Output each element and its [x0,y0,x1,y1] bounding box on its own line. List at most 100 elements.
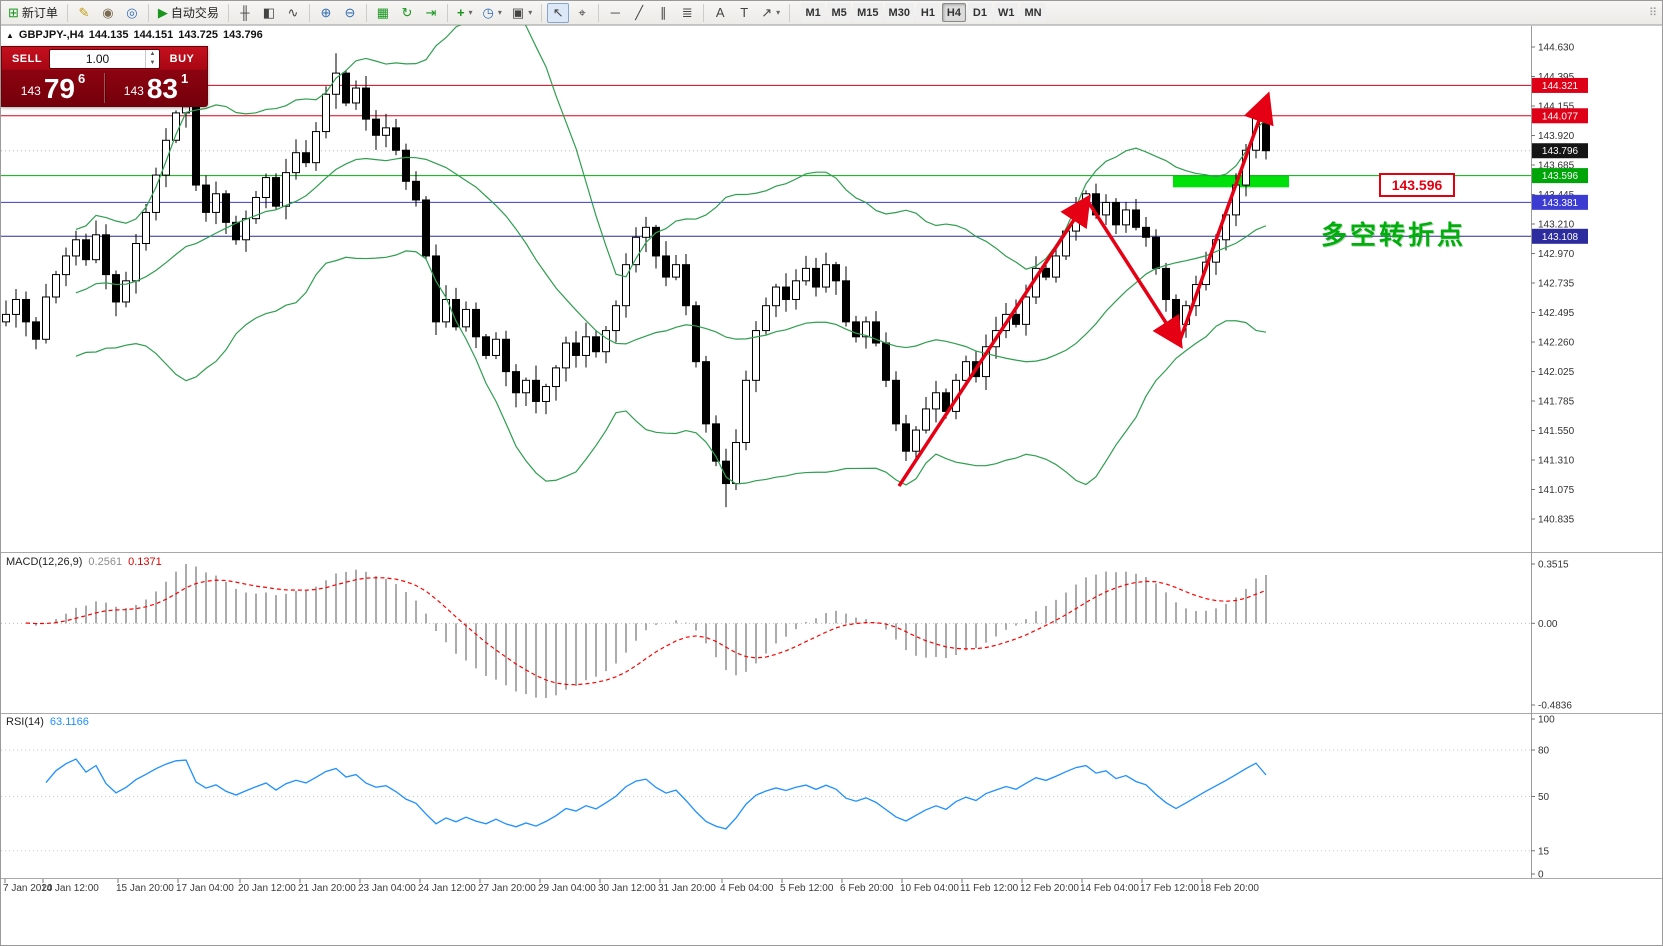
sell-button[interactable]: SELL [11,52,43,65]
bid-price[interactable]: 143 79 6 [2,70,104,106]
channel-button[interactable]: ∥ [652,3,674,23]
volume-value: 1.00 [85,51,110,66]
templates-button[interactable]: ▣ ▾ [508,3,536,23]
svg-text:21 Jan 20:00: 21 Jan 20:00 [298,883,356,894]
zoom-in-button[interactable]: ⊕ [315,3,337,23]
chevron-down-icon: ▾ [528,8,533,17]
svg-text:7 Jan 2020: 7 Jan 2020 [3,883,53,894]
svg-text:23 Jan 04:00: 23 Jan 04:00 [358,883,416,894]
svg-text:141.075: 141.075 [1538,485,1575,496]
fibonacci-button[interactable]: ≣ [676,3,698,23]
bid-prefix: 143 [20,84,41,98]
cursor-button[interactable]: ↖ [547,2,570,23]
zoom-out-button[interactable]: ⊖ [339,3,361,23]
ask-price[interactable]: 143 83 1 [105,70,207,106]
zigzag-arrow-leg[interactable] [897,194,1091,488]
template-icon: ▣ [511,5,525,20]
price-tag [1532,108,1588,124]
channel-icon: ∥ [659,5,667,20]
trendline-button[interactable]: ╱ [628,3,650,23]
auto-scroll-button[interactable]: ↻ [396,3,418,23]
bar-chart-button[interactable]: ╫ [234,3,256,23]
bollinger-middle [75,156,1267,363]
tf-button-MN[interactable]: MN [1020,3,1046,22]
svg-text:143.685: 143.685 [1538,161,1575,172]
symbol-name: GBPJPY-,H4 [18,29,84,41]
crosshair-button[interactable]: ⌖ [571,3,593,23]
svg-text:142.025: 142.025 [1538,367,1575,378]
volume-stepper[interactable]: ▲ ▼ [145,49,159,68]
svg-text:144.077: 144.077 [1542,111,1579,122]
svg-text:143.445: 143.445 [1538,190,1575,201]
svg-text:0.3515: 0.3515 [1538,560,1569,571]
autotrading-button[interactable]: ▶ 自动交易 [154,3,223,23]
price-tag [1532,228,1588,244]
ask-big-digits: 83 [146,73,178,104]
autotrading-label: 自动交易 [170,6,219,20]
price-callout-box[interactable]: 143.596 [1379,173,1455,197]
bid-fraction: 6 [77,71,86,86]
svg-text:143.108: 143.108 [1542,232,1579,243]
tf-button-M15[interactable]: M15 [853,3,883,22]
toolbar-grip-icon[interactable]: ⠿ [1648,7,1657,19]
metaeditor-icon: ✎ [78,5,90,20]
new-order-button[interactable]: ⊞ 新订单 [4,3,62,23]
svg-text:142.970: 142.970 [1538,249,1575,260]
support-zone-highlight[interactable] [1173,175,1289,188]
toolbar-separator [66,3,68,22]
price-axis[interactable] [1531,46,1535,520]
buy-button[interactable]: BUY [169,52,195,65]
time-axis[interactable] [4,879,1203,883]
price-tag [1532,77,1588,93]
horizontal-line-button[interactable]: ─ [604,3,626,23]
tf-button-M1[interactable]: M1 [801,3,826,22]
price-tag [1532,168,1588,184]
tf-button-W1[interactable]: W1 [993,3,1019,22]
stepper-down-icon[interactable]: ▼ [149,59,156,66]
periods-button[interactable]: ◷ ▾ [479,3,506,23]
profile-button[interactable]: ◉ [97,3,119,23]
tf-button-M30[interactable]: M30 [884,3,914,22]
chevron-down-icon: ▾ [468,8,473,17]
toolbar-separator [147,3,149,22]
svg-text:50: 50 [1538,792,1550,803]
chart-shift-button[interactable]: ⇥ [420,3,442,23]
line-chart-button[interactable]: ∿ [282,3,304,23]
candlestick-chart-button[interactable]: ◧ [258,3,280,23]
chevron-down-icon: ▾ [776,8,781,17]
tf-button-M5[interactable]: M5 [827,3,852,22]
autotrading-play-icon: ▶ [157,5,168,20]
indicators-button[interactable]: + ▾ [453,3,477,23]
volume-input[interactable]: 1.00 ▲ ▼ [49,48,160,69]
text-tool-button[interactable]: A [709,3,731,23]
horizontal-line-icon: ─ [610,5,620,20]
one-click-panel-toggle[interactable]: ▲ [6,30,14,40]
fibonacci-icon: ≣ [681,5,693,20]
ohlc-low: 143.725 [178,29,219,41]
tf-button-D1[interactable]: D1 [967,3,992,22]
zigzag-arrow-leg[interactable] [1177,91,1274,344]
rsi-line [45,758,1267,830]
macd-title: MACD(12,26,9) [6,556,83,568]
tf-button-H4[interactable]: H4 [941,3,966,22]
ohlc-close: 143.796 [223,29,263,41]
svg-text:143.920: 143.920 [1538,131,1575,142]
new-order-icon: ⊞ [8,5,19,20]
svg-text:142.735: 142.735 [1538,279,1575,290]
community-button[interactable]: ◎ [121,3,143,23]
shapes-button[interactable]: ↗ ▾ [757,3,784,23]
stepper-up-icon[interactable]: ▲ [149,50,156,57]
svg-text:144.630: 144.630 [1538,43,1575,54]
svg-text:27 Jan 20:00: 27 Jan 20:00 [478,883,536,894]
bar-chart-icon: ╫ [240,5,250,20]
label-tool-button[interactable]: T [733,3,755,23]
zoom-in-icon: ⊕ [320,5,332,20]
toolbar-separator [308,3,310,22]
svg-text:30 Jan 12:00: 30 Jan 12:00 [598,883,656,894]
zigzag-arrow-leg[interactable] [1085,199,1183,349]
tf-button-H1[interactable]: H1 [915,3,940,22]
metaeditor-button[interactable]: ✎ [73,3,95,23]
bollinger-lower [75,250,1267,486]
tile-windows-button[interactable]: ▦ [372,3,394,23]
